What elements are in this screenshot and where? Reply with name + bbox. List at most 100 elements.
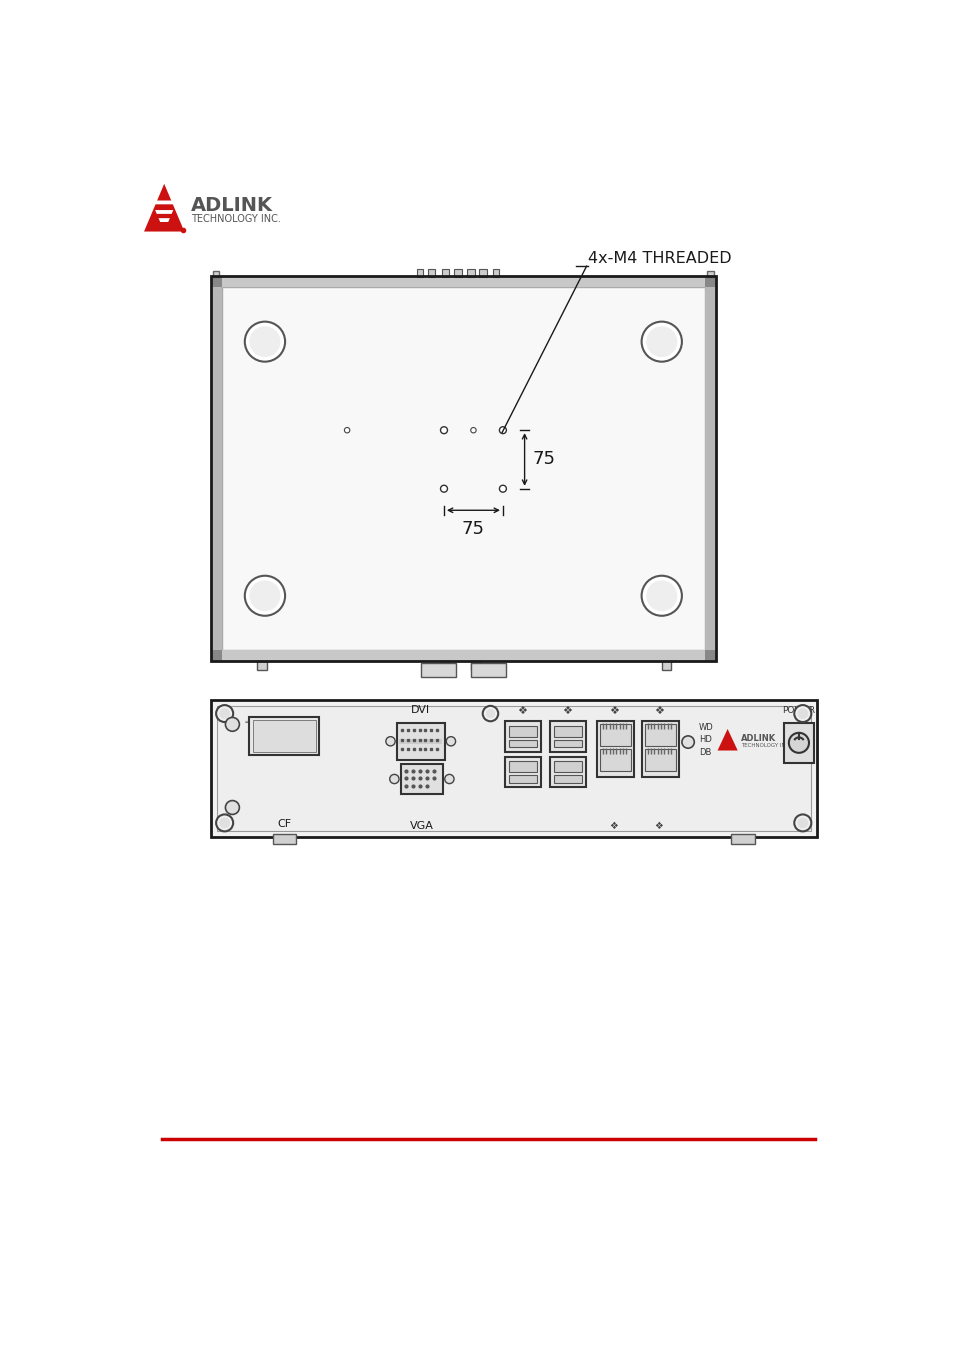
Bar xyxy=(509,775,537,783)
Bar xyxy=(471,662,505,676)
Bar xyxy=(505,757,540,787)
Text: ❖: ❖ xyxy=(517,706,527,715)
Text: ADLINK: ADLINK xyxy=(191,196,273,215)
Circle shape xyxy=(797,708,807,719)
Circle shape xyxy=(797,818,807,829)
Bar xyxy=(599,725,630,746)
Circle shape xyxy=(390,775,398,784)
Bar xyxy=(707,270,713,277)
Text: DVI: DVI xyxy=(411,704,430,715)
Circle shape xyxy=(344,427,350,433)
Text: ❖: ❖ xyxy=(608,706,618,715)
Bar xyxy=(509,740,537,748)
Bar xyxy=(509,761,537,772)
Text: ❖: ❖ xyxy=(609,821,618,831)
Circle shape xyxy=(485,708,495,718)
Polygon shape xyxy=(155,210,173,214)
Bar xyxy=(644,725,675,746)
Text: 75: 75 xyxy=(461,519,484,538)
Bar xyxy=(509,726,537,737)
Bar xyxy=(420,662,456,676)
Text: WD: WD xyxy=(699,723,713,731)
Circle shape xyxy=(794,706,810,722)
Circle shape xyxy=(444,775,454,784)
Bar xyxy=(644,749,675,771)
Polygon shape xyxy=(144,184,184,231)
Bar xyxy=(273,834,295,845)
Polygon shape xyxy=(158,218,170,222)
Bar xyxy=(554,726,581,737)
Bar xyxy=(211,650,221,661)
Circle shape xyxy=(249,580,280,611)
Text: CF: CF xyxy=(277,819,291,829)
Bar xyxy=(599,749,630,771)
Bar xyxy=(704,276,716,287)
Text: ❖: ❖ xyxy=(653,706,663,715)
Bar xyxy=(400,764,443,794)
Text: HD: HD xyxy=(699,735,711,744)
Bar xyxy=(731,834,754,845)
Bar xyxy=(439,661,449,671)
Bar xyxy=(596,721,633,776)
Circle shape xyxy=(446,737,456,746)
Bar xyxy=(554,761,581,772)
Text: ❖: ❖ xyxy=(561,706,572,715)
Bar xyxy=(216,706,810,830)
Circle shape xyxy=(440,427,447,434)
Circle shape xyxy=(225,800,239,814)
Circle shape xyxy=(482,706,497,721)
Circle shape xyxy=(216,706,233,722)
Bar xyxy=(398,740,442,744)
Text: DB: DB xyxy=(699,748,711,757)
Circle shape xyxy=(225,718,239,731)
Bar xyxy=(704,650,716,661)
Circle shape xyxy=(249,326,280,357)
Circle shape xyxy=(385,737,395,746)
Circle shape xyxy=(219,818,230,829)
Bar xyxy=(221,276,704,287)
Circle shape xyxy=(440,485,447,492)
Bar xyxy=(221,287,704,650)
Text: ❖: ❖ xyxy=(654,821,662,831)
Bar xyxy=(641,721,679,776)
Bar xyxy=(478,269,486,277)
Bar xyxy=(211,700,816,837)
Text: VGA: VGA xyxy=(410,821,434,831)
Circle shape xyxy=(641,322,681,362)
Bar xyxy=(257,661,266,671)
Text: 4x-M4 THREADED: 4x-M4 THREADED xyxy=(587,251,731,266)
Bar xyxy=(211,276,716,661)
Polygon shape xyxy=(717,729,737,750)
Bar xyxy=(704,287,716,650)
Circle shape xyxy=(219,708,230,719)
Circle shape xyxy=(794,814,810,831)
Circle shape xyxy=(470,427,476,433)
Circle shape xyxy=(498,485,506,492)
Bar xyxy=(441,269,449,277)
Circle shape xyxy=(645,580,677,611)
Bar xyxy=(211,287,221,650)
Circle shape xyxy=(641,576,681,615)
Bar xyxy=(505,721,540,752)
Circle shape xyxy=(498,427,506,434)
Bar xyxy=(467,269,475,277)
Circle shape xyxy=(788,733,808,753)
Text: ADLINK: ADLINK xyxy=(740,734,775,742)
Text: TECHNOLOGY INC.: TECHNOLOGY INC. xyxy=(191,214,280,224)
Bar xyxy=(211,276,221,287)
Text: $\phi$: $\phi$ xyxy=(229,798,237,813)
Bar xyxy=(493,269,498,277)
Bar xyxy=(471,661,480,671)
Bar xyxy=(550,721,585,752)
Text: TECHNOLOGY INC.: TECHNOLOGY INC. xyxy=(740,744,790,749)
Bar xyxy=(550,757,585,787)
Bar xyxy=(213,270,219,277)
Bar xyxy=(249,717,319,756)
Bar xyxy=(428,269,435,277)
Bar xyxy=(454,269,461,277)
Circle shape xyxy=(245,576,285,615)
Text: 75: 75 xyxy=(532,450,555,468)
Bar xyxy=(554,740,581,748)
Bar xyxy=(783,723,813,763)
Text: POWER: POWER xyxy=(781,706,815,715)
